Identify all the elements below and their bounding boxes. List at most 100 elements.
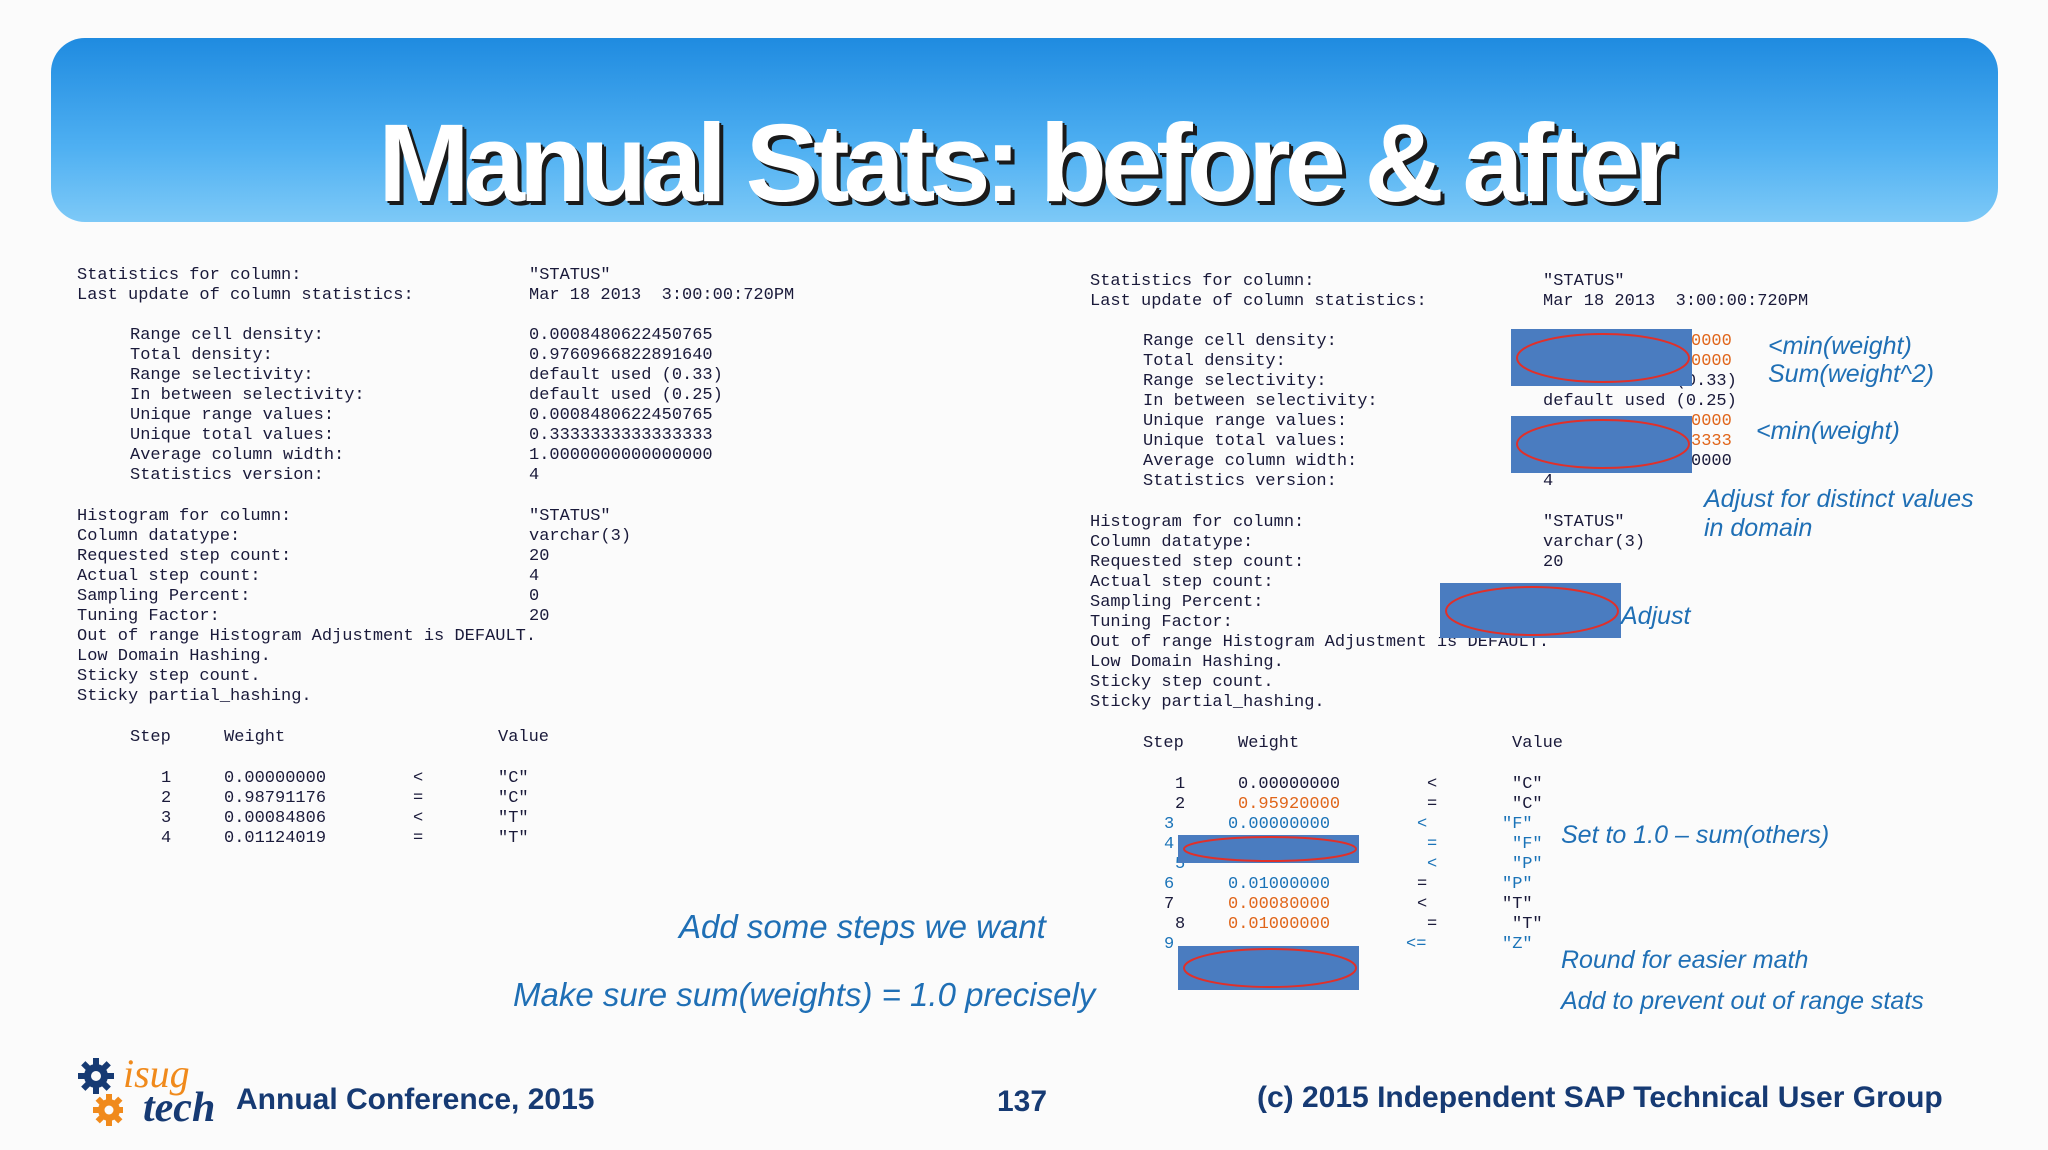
right-hist-key-1: Column datatype: — [1090, 533, 1254, 552]
annotation-adjust-distinct-2: in domain — [1704, 514, 1813, 542]
red-ellipse-mark — [1445, 586, 1619, 636]
red-ellipse-mark — [1183, 836, 1357, 862]
right-row-weight-6: 0.00080000 — [1228, 895, 1331, 914]
right-hist-key-2: Requested step count: — [1090, 553, 1305, 572]
right-row-value-8: "Z" — [1502, 935, 1533, 954]
title-banner: Manual Stats: before & after — [51, 38, 1998, 225]
right-stat-val-6: 0000 — [1691, 452, 1732, 471]
right-row-value-5: "P" — [1502, 875, 1533, 894]
red-ellipse-mark — [1516, 333, 1690, 383]
left-stat-key-7: Statistics version: — [130, 466, 324, 485]
annotation-make-sure: Make sure sum(weights) = 1.0 precisely — [513, 976, 1096, 1013]
right-row-weight-2: 0.00000000 — [1228, 815, 1331, 834]
left-stat-val-7: 4 — [529, 466, 540, 485]
left-stat-val-3: default used (0.25) — [529, 386, 723, 405]
right-header-key-1: Last update of column statistics: — [1090, 292, 1427, 311]
annotation-adjust: Adjust — [1621, 602, 1691, 630]
left-extra-3: Sticky partial_hashing. — [77, 687, 312, 706]
left-hist-key-0: Histogram for column: — [77, 507, 292, 526]
red-ellipse-mark — [1183, 948, 1357, 988]
left-col-step: Step — [130, 728, 171, 747]
left-hist-val-1: varchar(3) — [529, 527, 632, 546]
left-stat-val-1: 0.9760966822891640 — [529, 346, 713, 365]
left-stat-key-2: Range selectivity: — [130, 366, 314, 385]
left-col-weight: Weight — [224, 728, 286, 747]
annotation-round: Round for easier math — [1561, 946, 1809, 974]
right-row-op-0: < — [1427, 775, 1438, 794]
right-row-step-7: 8 — [1175, 915, 1186, 934]
footer-copyright: (c) 2015 Independent SAP Technical User … — [1257, 1081, 1943, 1114]
left-hist-key-2: Requested step count: — [77, 547, 292, 566]
redaction-block-unique — [1511, 416, 1692, 473]
left-row-value-2: "T" — [498, 809, 529, 828]
left-row-step-1: 2 — [161, 789, 172, 808]
left-extra-1: Low Domain Hashing. — [77, 647, 271, 666]
left-stat-key-3: In between selectivity: — [130, 386, 365, 405]
left-row-step-2: 3 — [161, 809, 172, 828]
right-row-weight-5: 0.01000000 — [1228, 875, 1331, 894]
left-row-weight-2: 0.00084806 — [224, 809, 327, 828]
left-hist-key-4: Sampling Percent: — [77, 587, 251, 606]
logo-isug-text: isug — [123, 1051, 190, 1096]
left-stat-key-0: Range cell density: — [130, 326, 324, 345]
left-row-op-3: = — [413, 829, 424, 848]
annotation-adjust-distinct-1: Adjust for distinct values — [1704, 485, 1974, 513]
left-stat-val-4: 0.0008480622450765 — [529, 406, 713, 425]
left-row-value-3: "T" — [498, 829, 529, 848]
right-hist-key-4: Sampling Percent: — [1090, 593, 1264, 612]
right-row-step-4: 5 — [1175, 855, 1186, 874]
right-stat-val-4: 0000 — [1691, 412, 1732, 431]
annotation-add-steps: Add some steps we want — [679, 908, 1046, 945]
left-hist-val-5: 20 — [529, 607, 550, 626]
right-row-step-3: 4 — [1164, 835, 1175, 854]
right-extra-2: Sticky step count. — [1090, 673, 1274, 692]
right-row-value-0: "C" — [1512, 775, 1543, 794]
slide-title: Manual Stats: before & after — [378, 102, 1677, 225]
right-row-step-5: 6 — [1164, 875, 1175, 894]
left-stat-val-0: 0.0008480622450765 — [529, 326, 713, 345]
left-hist-key-3: Actual step count: — [77, 567, 261, 586]
right-stat-val-7: 4 — [1543, 472, 1554, 491]
redaction-block-density — [1511, 329, 1692, 386]
annotation-min-weight-2: <min(weight) — [1756, 417, 1900, 445]
left-row-value-1: "C" — [498, 789, 529, 808]
right-row-step-2: 3 — [1164, 815, 1175, 834]
page-number: 137 — [997, 1085, 1048, 1118]
right-stat-key-4: Unique range values: — [1143, 412, 1348, 431]
left-extra-2: Sticky step count. — [77, 667, 261, 686]
gear-icon — [78, 1058, 123, 1126]
right-row-step-6: 7 — [1164, 895, 1175, 914]
left-hist-val-2: 20 — [529, 547, 550, 566]
right-header-val-0: "STATUS" — [1543, 272, 1625, 291]
left-row-weight-3: 0.01124019 — [224, 829, 327, 848]
annotation-set-to-one: Set to 1.0 – sum(others) — [1561, 821, 1830, 849]
right-stat-key-6: Average column width: — [1143, 452, 1358, 471]
left-header-val-1: Mar 18 2013 3:00:00:720PM — [529, 286, 795, 305]
right-row-value-6: "T" — [1502, 895, 1533, 914]
right-stat-key-7: Statistics version: — [1143, 472, 1337, 491]
left-stat-key-6: Average column width: — [130, 446, 345, 465]
right-stat-key-0: Range cell density: — [1143, 332, 1337, 351]
right-row-step-0: 1 — [1175, 775, 1186, 794]
right-hist-key-5: Tuning Factor: — [1090, 613, 1233, 632]
left-row-step-0: 1 — [161, 769, 172, 788]
annotation-add-prevent: Add to prevent out of range stats — [1561, 987, 1924, 1015]
right-hist-val-0: "STATUS" — [1543, 513, 1625, 532]
right-row-op-3: = — [1427, 835, 1438, 854]
right-stat-key-2: Range selectivity: — [1143, 372, 1327, 391]
right-row-step-8: 9 — [1164, 935, 1175, 954]
right-header-key-0: Statistics for column: — [1090, 272, 1315, 291]
right-col-weight: Weight — [1238, 734, 1300, 753]
right-col-step: Step — [1143, 734, 1184, 753]
left-extra-0: Out of range Histogram Adjustment is DEF… — [77, 627, 537, 646]
right-row-value-2: "F" — [1502, 815, 1533, 834]
left-row-step-3: 4 — [161, 829, 172, 848]
right-row-value-3: "F" — [1512, 835, 1543, 854]
left-stat-key-1: Total density: — [130, 346, 273, 365]
right-stat-val-0: 0000 — [1691, 332, 1732, 351]
right-row-weight-0: 0.00000000 — [1238, 775, 1341, 794]
left-hist-val-4: 0 — [529, 587, 540, 606]
isug-tech-logo: isug tech — [75, 1050, 235, 1131]
right-extra-3: Sticky partial_hashing. — [1090, 693, 1325, 712]
right-row-weight-7: 0.01000000 — [1228, 915, 1331, 934]
